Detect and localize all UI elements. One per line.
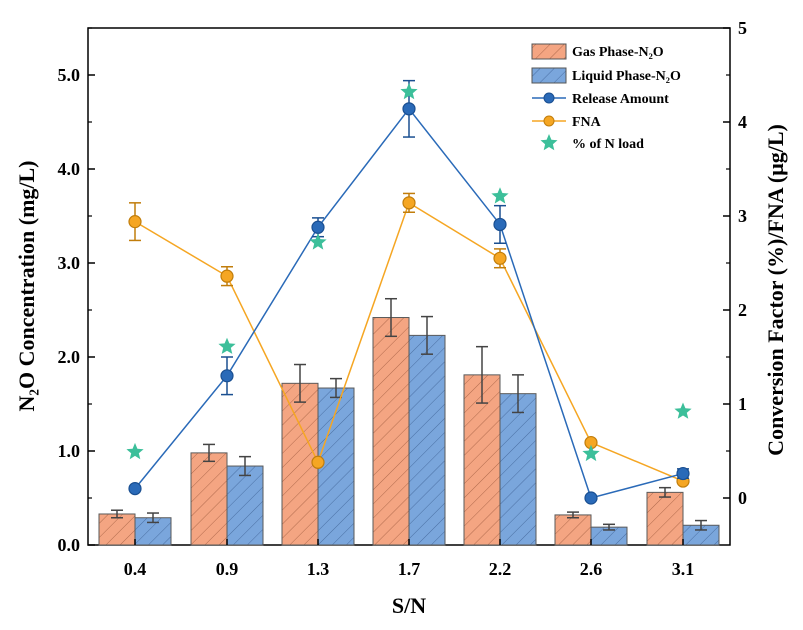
- bar-gas: [98, 513, 136, 546]
- y-left-tick-label: 2.0: [58, 347, 81, 367]
- y-right-tick-label: 2: [738, 300, 747, 320]
- bar-liquid: [499, 393, 537, 546]
- errorbar-gas: [659, 486, 671, 498]
- nload-point: [309, 233, 327, 250]
- bar-gas: [190, 452, 228, 546]
- legend-swatch-gas: [531, 43, 567, 60]
- release-point: [402, 102, 416, 116]
- fna-point: [311, 455, 325, 469]
- y-right-tick-label: 1: [738, 394, 747, 414]
- bar-gas: [646, 491, 684, 546]
- fna-point: [220, 269, 234, 283]
- nload-point: [400, 82, 418, 100]
- bar-liquid: [226, 465, 264, 546]
- legend: Gas Phase-N₂O Liquid Phase-N₂O Release A…: [531, 43, 681, 152]
- errorbar-gas: [111, 509, 123, 519]
- y-left-tick-label: 1.0: [58, 441, 81, 461]
- errorbar-liquid: [421, 315, 433, 355]
- errorbar-gas: [476, 345, 488, 404]
- x-axis-title: S/N: [392, 593, 426, 618]
- errorbar-liquid: [695, 519, 707, 531]
- bar-gas: [554, 514, 592, 546]
- nload-point: [126, 442, 144, 460]
- y-left-tick-label: 5.0: [58, 65, 81, 85]
- errorbar-gas: [203, 443, 215, 463]
- x-tick-label: 3.1: [672, 559, 695, 579]
- errorbar-liquid: [603, 523, 615, 531]
- release-point: [493, 217, 507, 232]
- bar-liquid: [317, 387, 355, 546]
- errorbar-gas: [567, 511, 579, 519]
- x-tick-label: 0.4: [124, 559, 147, 579]
- x-tick-label: 1.7: [398, 559, 421, 579]
- y-axis-title-right: Conversion Factor (%)/FNA (μg/L): [763, 124, 788, 456]
- y-right-tick-label: 5: [738, 18, 747, 38]
- y-left-tick-label: 0.0: [58, 535, 81, 555]
- errorbar-liquid: [512, 374, 524, 414]
- legend-label-gas: Gas Phase-N₂O: [572, 45, 664, 60]
- fna-point: [128, 215, 142, 229]
- errorbar-gas: [294, 363, 306, 403]
- errorbar-liquid: [147, 512, 159, 524]
- legend-label-fna: FNA: [572, 115, 602, 130]
- y-axis-title-left: N₂O Concentration (mg/L): [14, 160, 39, 411]
- release-point: [676, 466, 690, 481]
- y-right-tick-label: 3: [738, 206, 747, 226]
- nload-point: [674, 402, 692, 419]
- legend-marker-nload: [540, 134, 558, 151]
- fna-point: [402, 196, 416, 210]
- errorbar-gas: [385, 297, 397, 338]
- legend-swatch-liquid: [531, 67, 567, 84]
- legend-label-liquid: Liquid Phase-N₂O: [572, 69, 681, 84]
- nload-point: [582, 444, 600, 462]
- y-right-tick-label: 4: [738, 112, 747, 132]
- y-right-tick-label: 0: [738, 488, 747, 508]
- bar-gas: [372, 317, 410, 546]
- errorbar-liquid: [239, 455, 251, 477]
- bar-liquid: [408, 334, 446, 546]
- legend-label-nload: % of N load: [572, 137, 644, 152]
- release-point: [220, 369, 234, 383]
- release-point: [311, 220, 325, 234]
- legend-marker-release: [543, 92, 555, 104]
- nload-point: [491, 187, 509, 204]
- x-tick-label: 2.2: [489, 559, 512, 579]
- x-tick-label: 1.3: [307, 559, 330, 579]
- legend-label-release: Release Amount: [572, 92, 669, 107]
- y-left-tick-label: 3.0: [58, 253, 81, 273]
- y-left-tick-label: 4.0: [58, 159, 81, 179]
- x-tick-label: 2.6: [580, 559, 603, 579]
- release-point: [584, 491, 598, 505]
- nload-point: [218, 337, 236, 354]
- x-tick-label: 0.9: [216, 559, 239, 579]
- release-point: [128, 482, 142, 496]
- fna-point: [493, 251, 507, 265]
- legend-marker-fna: [543, 115, 555, 127]
